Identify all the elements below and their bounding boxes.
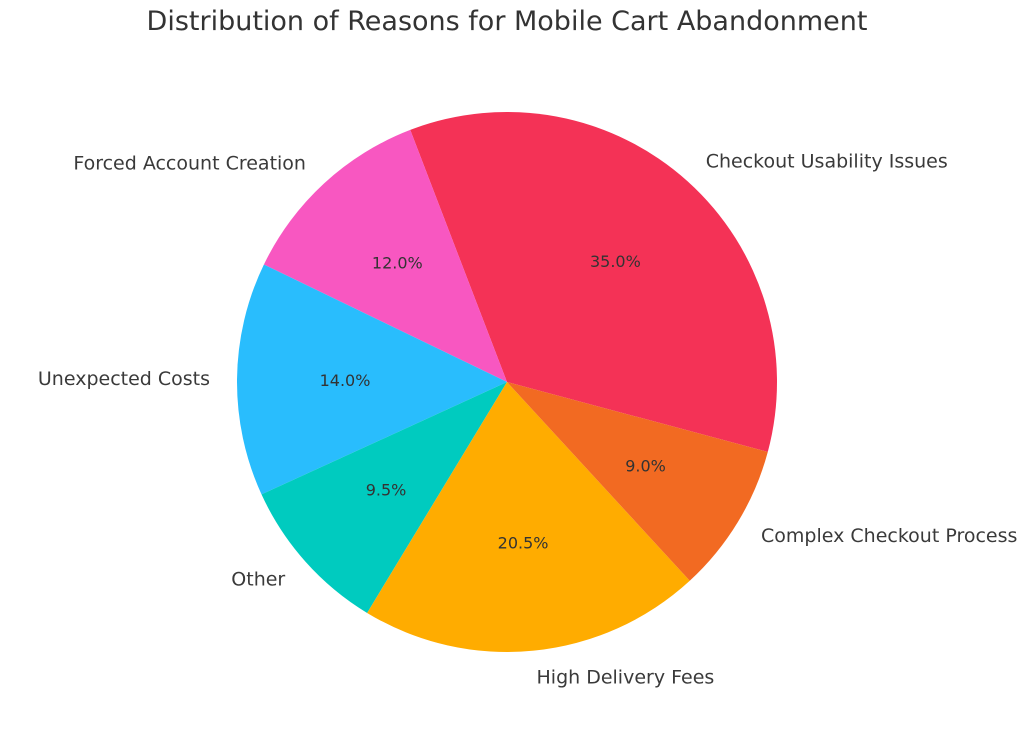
pct-label-unexpected-costs: 14.0% <box>320 371 371 390</box>
pct-label-checkout-usability-issues: 35.0% <box>590 252 641 271</box>
pie-slice-other <box>261 382 507 613</box>
pct-label-complex-checkout-process: 9.0% <box>625 456 666 475</box>
pct-label-forced-account-creation: 12.0% <box>372 253 423 272</box>
pct-label-other: 9.5% <box>366 480 407 499</box>
pct-label-high-delivery-fees: 20.5% <box>498 534 549 553</box>
slice-label-complex-checkout-process: Complex Checkout Process <box>761 525 1017 547</box>
pie-slice-forced-account-creation <box>263 129 507 382</box>
slice-label-high-delivery-fees: High Delivery Fees <box>537 667 715 689</box>
slice-label-forced-account-creation: Forced Account Creation <box>73 152 306 174</box>
percent-labels: 35.0% 12.0% 14.0% 9.5% 20.5% 9.0% <box>320 252 666 553</box>
slice-label-checkout-usability-issues: Checkout Usability Issues <box>706 150 948 172</box>
pie-slice-unexpected-costs <box>236 264 508 495</box>
slice-labels: Checkout Usability Issues Forced Account … <box>38 150 1018 688</box>
chart-title: Distribution of Reasons for Mobile Cart … <box>146 6 868 37</box>
slice-label-other: Other <box>231 569 285 591</box>
pie-slice-checkout-usability-issues <box>410 111 778 452</box>
pie-slices <box>236 111 778 653</box>
pie-slice-high-delivery-fees <box>367 382 690 653</box>
slice-label-unexpected-costs: Unexpected Costs <box>38 368 210 390</box>
pie-slice-complex-checkout-process <box>507 382 768 581</box>
